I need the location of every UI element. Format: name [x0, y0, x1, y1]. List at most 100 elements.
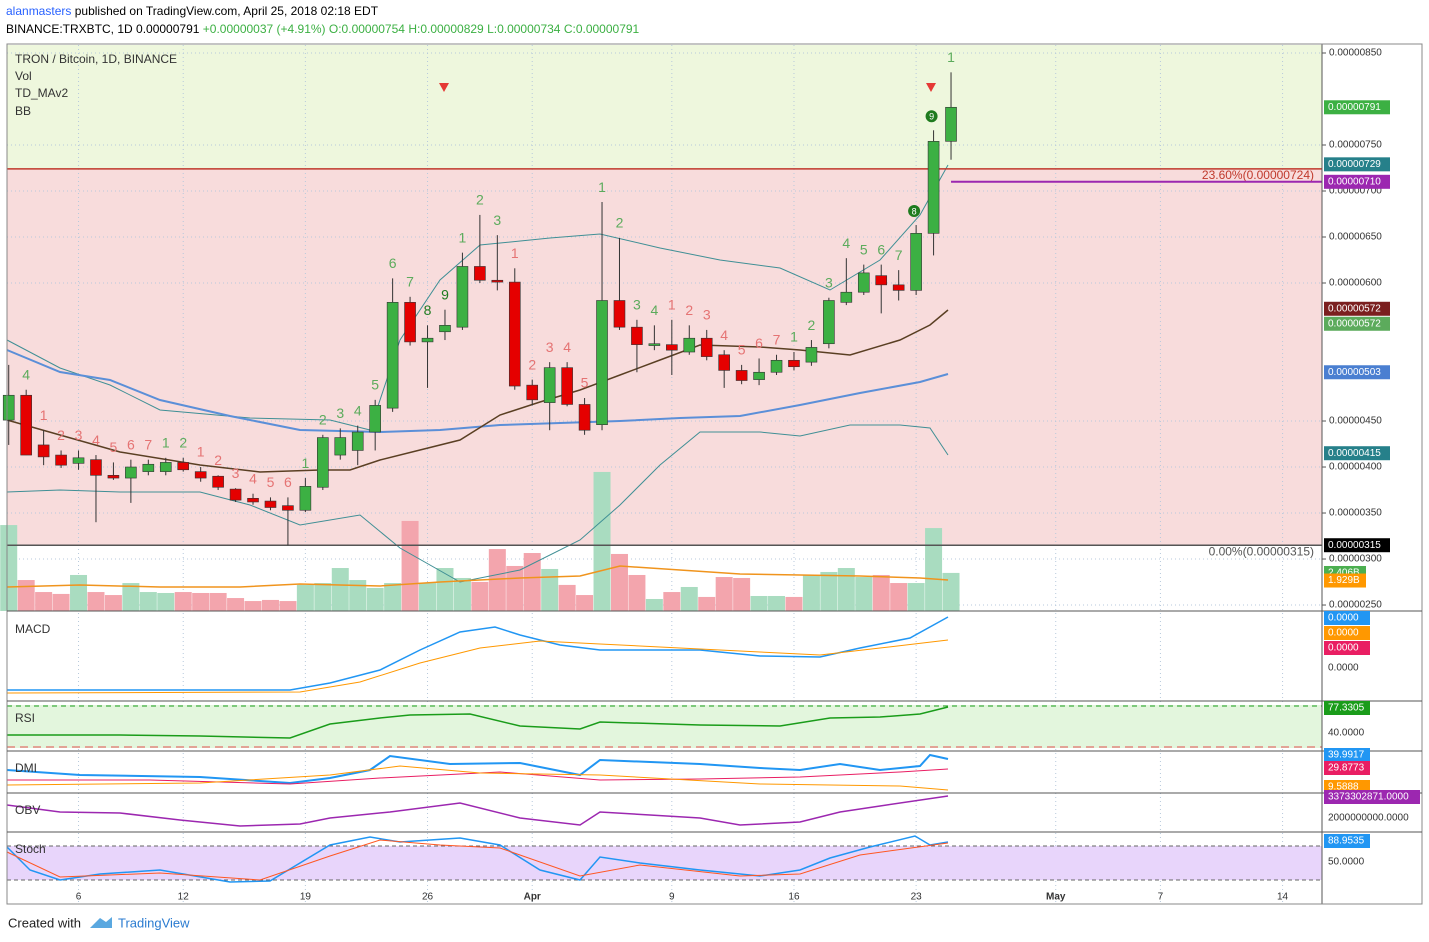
pane-label: 77.3305	[1328, 703, 1365, 714]
tv-logo	[90, 917, 112, 928]
volume-bar	[610, 553, 628, 611]
candle-body	[543, 367, 556, 403]
candle-body	[735, 370, 748, 381]
x-tick-label: 19	[300, 892, 312, 903]
pane-label-box	[1324, 641, 1370, 655]
candle-body	[282, 505, 294, 511]
pane-label: 39.9917	[1328, 750, 1365, 761]
pane-decor	[6, 616, 1322, 883]
td-count: 5	[371, 377, 379, 393]
pane-label-box	[1324, 626, 1370, 640]
sell-marker	[439, 83, 449, 92]
y-tick-label: 0.00000650	[1329, 232, 1382, 243]
td-count: 2	[214, 452, 222, 468]
candle-body	[212, 475, 224, 488]
td-count: 8	[912, 206, 917, 216]
td-circle	[908, 205, 921, 218]
volume-bar	[907, 583, 925, 611]
volume-bar	[628, 574, 646, 611]
td-count: 3	[703, 307, 711, 323]
x-tick-label: Apr	[524, 892, 541, 903]
candle-body	[561, 367, 573, 405]
axes	[6, 43, 1423, 905]
td-count: 4	[650, 302, 658, 318]
backgrounds	[7, 45, 1322, 546]
volume-bar	[663, 592, 681, 611]
pane-title: DMI	[15, 761, 37, 775]
candle-body	[317, 437, 329, 488]
volume-label-box	[1324, 573, 1366, 588]
candle-body	[2, 394, 15, 421]
td-count: 5	[267, 474, 275, 490]
created-with: Created with	[8, 915, 81, 930]
candle-body	[578, 404, 591, 431]
candle-body	[142, 463, 155, 472]
td-count: 4	[249, 470, 257, 486]
candle-body	[334, 437, 347, 456]
candle-body	[37, 444, 50, 458]
volume-bar	[157, 592, 175, 611]
tv-brand[interactable]: TradingView	[118, 915, 190, 930]
price-label: 0.00000572	[1328, 303, 1381, 314]
td-count: 4	[842, 235, 850, 251]
bb-basis	[6, 349, 949, 434]
volume-bar	[645, 598, 663, 611]
price-label-box	[1324, 316, 1390, 331]
candle-body	[700, 337, 713, 357]
price-label-box	[1324, 365, 1390, 380]
volume-bar	[401, 520, 419, 611]
td-count: 2	[319, 412, 327, 428]
td-count: 9	[929, 112, 934, 122]
volume-bar	[244, 601, 262, 611]
pane-label: 0.0000	[1328, 628, 1359, 639]
td-count: 6	[127, 436, 135, 452]
candle-body	[823, 300, 835, 345]
td-count: 4	[563, 339, 571, 355]
candle-body	[788, 359, 800, 368]
symbol-line: BINANCE:TRXBTC, 1D 0.00000791 +0.0000003…	[6, 22, 639, 36]
legend-item: BB	[15, 104, 31, 118]
volume-bar	[35, 592, 53, 611]
volume-bar	[70, 574, 88, 611]
td-count: 1	[790, 329, 798, 345]
dmi-plus	[6, 753, 949, 785]
candle-body	[55, 454, 67, 466]
y-tick-label: 0.00000600	[1329, 278, 1382, 289]
volume-bar	[698, 596, 716, 611]
publish-line: alanmasters published on TradingView.com…	[6, 4, 378, 18]
pane-label-box	[1324, 834, 1370, 848]
x-tick-label: 9	[669, 892, 675, 903]
bb-lower	[6, 424, 949, 583]
td-count: 7	[895, 247, 903, 263]
td-count: 2	[476, 192, 484, 208]
candle-body	[770, 359, 783, 373]
candle-body	[421, 337, 434, 343]
volume-bar	[453, 577, 471, 611]
volume-bar	[558, 584, 576, 611]
y-tick-label: 0.00000400	[1329, 462, 1382, 473]
pane-label: 88.9535	[1328, 836, 1365, 847]
volume-bar	[523, 553, 541, 611]
volume-bar	[872, 574, 890, 611]
levels: 23.60%(0.00000724) 0.00%(0.00000315)	[7, 168, 1322, 558]
change: +0.00000037 (+4.91%)	[202, 22, 326, 36]
fib-label: 23.60%(0.00000724)	[1202, 168, 1314, 182]
price-label: 0.00000729	[1328, 159, 1381, 170]
td-count: 6	[877, 241, 885, 257]
candle-body	[683, 337, 696, 353]
td-count: 4	[354, 402, 362, 418]
volume-bar	[139, 592, 157, 611]
td-count: 9	[441, 286, 449, 302]
pane-label-box	[1324, 701, 1370, 715]
pane-label: 0.0000	[1328, 643, 1359, 654]
author[interactable]: alanmasters	[6, 4, 72, 18]
volume-bar	[471, 581, 489, 611]
volume-bar	[768, 595, 786, 611]
volume-bar	[104, 595, 122, 611]
stoch-k	[6, 835, 949, 883]
candle-body	[631, 326, 643, 345]
candle-body	[596, 300, 608, 425]
td-count: 1	[162, 435, 170, 451]
volume-bar	[87, 592, 105, 611]
